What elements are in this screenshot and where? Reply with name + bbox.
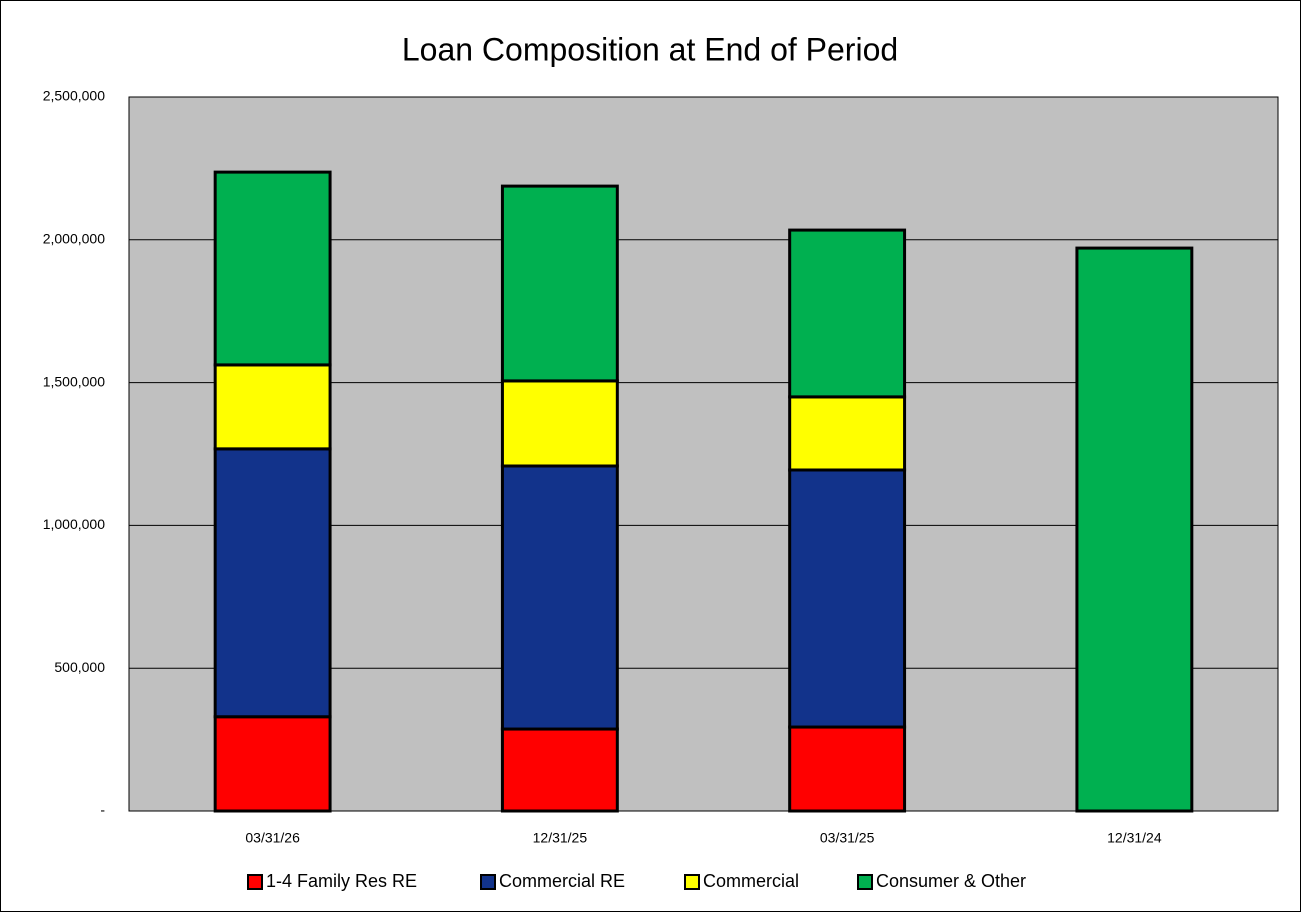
bar-segment: [788, 228, 907, 399]
chart-title: Loan Composition at End of Period: [402, 31, 898, 67]
bar-segment: [213, 447, 332, 719]
legend-swatch: [857, 874, 873, 890]
bar-segment: [788, 395, 907, 472]
bar-segment: [213, 715, 332, 813]
legend-label: Consumer & Other: [876, 871, 1026, 891]
x-tick-label: 03/31/25: [820, 830, 875, 846]
y-tick-label: 2,500,000: [43, 88, 105, 104]
bar-segment: [1075, 246, 1194, 813]
legend-label: Commercial RE: [499, 871, 625, 891]
x-tick-label: 03/31/26: [245, 830, 300, 846]
bar-segment: [213, 170, 332, 367]
x-tick-label: 12/31/24: [1107, 830, 1162, 846]
y-tick-label: 500,000: [54, 659, 105, 675]
legend-label: Commercial: [703, 871, 799, 891]
y-tick-label: 2,000,000: [43, 231, 105, 247]
legend-label: 1-4 Family Res RE: [266, 871, 417, 891]
bar-segment: [500, 727, 619, 813]
y-tick-label: 1,000,000: [43, 516, 105, 532]
y-tick-label: 1,500,000: [43, 373, 105, 389]
bar-segment: [500, 184, 619, 383]
bar-segment: [788, 725, 907, 813]
bar-segment: [500, 379, 619, 468]
bar-segment: [213, 363, 332, 451]
legend-swatch: [480, 874, 496, 890]
x-tick-label: 12/31/25: [533, 830, 588, 846]
y-tick-label: -: [100, 802, 105, 818]
legend-swatch: [247, 874, 263, 890]
bar-segment: [788, 468, 907, 729]
legend-swatch: [684, 874, 700, 890]
bar-segment: [500, 464, 619, 731]
